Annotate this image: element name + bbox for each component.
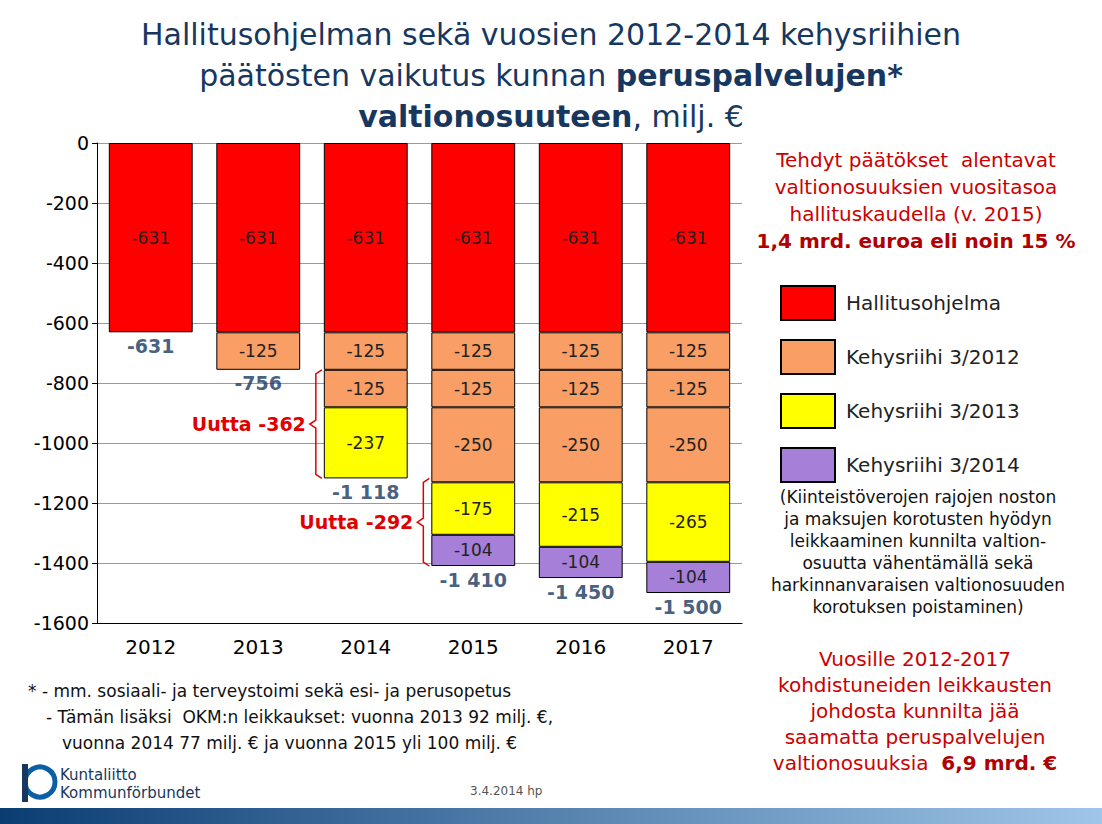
svg-text:Kehysriihi 3/2012: Kehysriihi 3/2012 bbox=[846, 345, 1020, 369]
svg-text:* - mm. sosiaali- ja terveysto: * - mm. sosiaali- ja terveystoimi sekä e… bbox=[28, 681, 511, 701]
svg-text:3.4.2014 hp: 3.4.2014 hp bbox=[470, 784, 542, 798]
svg-text:korotuksen poistaminen): korotuksen poistaminen) bbox=[812, 597, 1023, 617]
svg-text:1,4 mrd. euroa eli noin 15 %: 1,4 mrd. euroa eli noin 15 % bbox=[757, 229, 1076, 253]
svg-text:2013: 2013 bbox=[233, 635, 284, 659]
svg-text:-104: -104 bbox=[561, 552, 600, 572]
svg-text:-631: -631 bbox=[454, 228, 493, 248]
svg-text:-200: -200 bbox=[46, 192, 89, 214]
svg-text:-250: -250 bbox=[561, 435, 600, 455]
svg-text:-237: -237 bbox=[346, 433, 385, 453]
svg-text:-1 500: -1 500 bbox=[655, 596, 722, 618]
svg-text:-756: -756 bbox=[234, 372, 282, 394]
svg-text:-125: -125 bbox=[239, 341, 278, 361]
svg-text:-600: -600 bbox=[46, 312, 89, 334]
svg-text:-1400: -1400 bbox=[34, 552, 89, 574]
svg-text:-1 118: -1 118 bbox=[332, 481, 399, 503]
svg-text:-125: -125 bbox=[454, 379, 493, 399]
svg-text:kohdistuneiden leikkausten: kohdistuneiden leikkausten bbox=[778, 673, 1052, 697]
svg-text:-125: -125 bbox=[561, 379, 600, 399]
svg-text:-631: -631 bbox=[127, 335, 175, 357]
svg-text:6,9 mrd. €: 6,9 mrd. € bbox=[941, 751, 1057, 775]
svg-text:-631: -631 bbox=[131, 228, 170, 248]
svg-text:-800: -800 bbox=[46, 372, 89, 394]
svg-text:-631: -631 bbox=[561, 228, 600, 248]
svg-text:hallituskaudella (v. 2015): hallituskaudella (v. 2015) bbox=[790, 202, 1043, 226]
svg-text:Kehysriihi 3/2014: Kehysriihi 3/2014 bbox=[846, 453, 1020, 477]
svg-text:2016: 2016 bbox=[555, 635, 606, 659]
svg-text:Hallitusohjelma: Hallitusohjelma bbox=[846, 291, 1001, 315]
svg-text:-104: -104 bbox=[454, 540, 493, 560]
svg-text:2012: 2012 bbox=[125, 635, 176, 659]
svg-text:valtionosuuksien vuositasoa: valtionosuuksien vuositasoa bbox=[775, 175, 1058, 199]
svg-text:Kehysriihi 3/2013: Kehysriihi 3/2013 bbox=[846, 399, 1020, 423]
svg-text:2014: 2014 bbox=[340, 635, 391, 659]
svg-text:leikkaaminen kunnilta valtion-: leikkaaminen kunnilta valtion- bbox=[790, 531, 1046, 551]
svg-text:johdosta kunnilta jää: johdosta kunnilta jää bbox=[810, 699, 1020, 723]
svg-text:-1000: -1000 bbox=[34, 432, 89, 454]
svg-text:-125: -125 bbox=[669, 341, 708, 361]
svg-text:-631: -631 bbox=[669, 228, 708, 248]
svg-text:-125: -125 bbox=[561, 341, 600, 361]
svg-text:Kommunförbundet: Kommunförbundet bbox=[60, 784, 200, 802]
svg-text:peruspalvelujen*: peruspalvelujen* bbox=[616, 58, 903, 93]
svg-text:harkinnanvaraisen valtionosuud: harkinnanvaraisen valtionosuuden bbox=[771, 575, 1065, 595]
svg-text:-1200: -1200 bbox=[34, 492, 89, 514]
svg-text:-125: -125 bbox=[346, 341, 385, 361]
svg-text:-250: -250 bbox=[669, 435, 708, 455]
svg-text:-125: -125 bbox=[454, 341, 493, 361]
svg-text:valtionosuuksia: valtionosuuksia bbox=[773, 751, 942, 775]
svg-text:-215: -215 bbox=[561, 505, 600, 525]
svg-text:Hallitusohjelman sekä vuosien: Hallitusohjelman sekä vuosien 2012-2014 … bbox=[141, 17, 961, 52]
svg-text:-1 410: -1 410 bbox=[440, 569, 507, 591]
svg-text:-400: -400 bbox=[46, 252, 89, 274]
svg-text:-1600: -1600 bbox=[34, 612, 89, 634]
svg-text:saamatta peruspalvelujen: saamatta peruspalvelujen bbox=[785, 725, 1046, 749]
svg-text:-265: -265 bbox=[669, 512, 708, 532]
svg-text:- Tämän lisäksi OKM:n leikkau: - Tämän lisäksi OKM:n leikkaukset: vuonn… bbox=[46, 707, 553, 727]
svg-text:vuonna 2014 77 milj. € ja vuon: vuonna 2014 77 milj. € ja vuonna 2015 yl… bbox=[62, 733, 517, 753]
svg-text:valtionosuuteen: valtionosuuteen bbox=[358, 99, 632, 134]
svg-text:-125: -125 bbox=[346, 379, 385, 399]
svg-text:Uutta -362: Uutta -362 bbox=[192, 413, 306, 435]
svg-text:, milj. €: , milj. € bbox=[632, 99, 743, 134]
svg-text:-175: -175 bbox=[454, 499, 493, 519]
svg-text:2017: 2017 bbox=[663, 635, 714, 659]
svg-text:Kuntaliitto: Kuntaliitto bbox=[60, 766, 137, 784]
svg-text:-125: -125 bbox=[669, 379, 708, 399]
svg-text:Tehdyt päätökset alentavat: Tehdyt päätökset alentavat bbox=[775, 148, 1056, 172]
svg-text:-631: -631 bbox=[346, 228, 385, 248]
svg-text:-1 450: -1 450 bbox=[547, 581, 614, 603]
svg-text:-250: -250 bbox=[454, 435, 493, 455]
svg-text:päätösten vaikutus kunnan: päätösten vaikutus kunnan bbox=[199, 58, 616, 93]
svg-text:Vuosille 2012-2017: Vuosille 2012-2017 bbox=[819, 647, 1011, 671]
svg-text:-631: -631 bbox=[239, 228, 278, 248]
svg-text:ja maksujen korotusten hyödyn: ja maksujen korotusten hyödyn bbox=[783, 509, 1051, 529]
svg-text:0: 0 bbox=[77, 132, 89, 154]
svg-text:Uutta -292: Uutta -292 bbox=[299, 511, 413, 533]
svg-text:(Kiinteistöverojen rajojen nos: (Kiinteistöverojen rajojen noston bbox=[780, 487, 1056, 507]
svg-text:osuutta vähentämällä sekä: osuutta vähentämällä sekä bbox=[802, 553, 1033, 573]
svg-text:-104: -104 bbox=[669, 567, 708, 587]
svg-text:2015: 2015 bbox=[448, 635, 499, 659]
